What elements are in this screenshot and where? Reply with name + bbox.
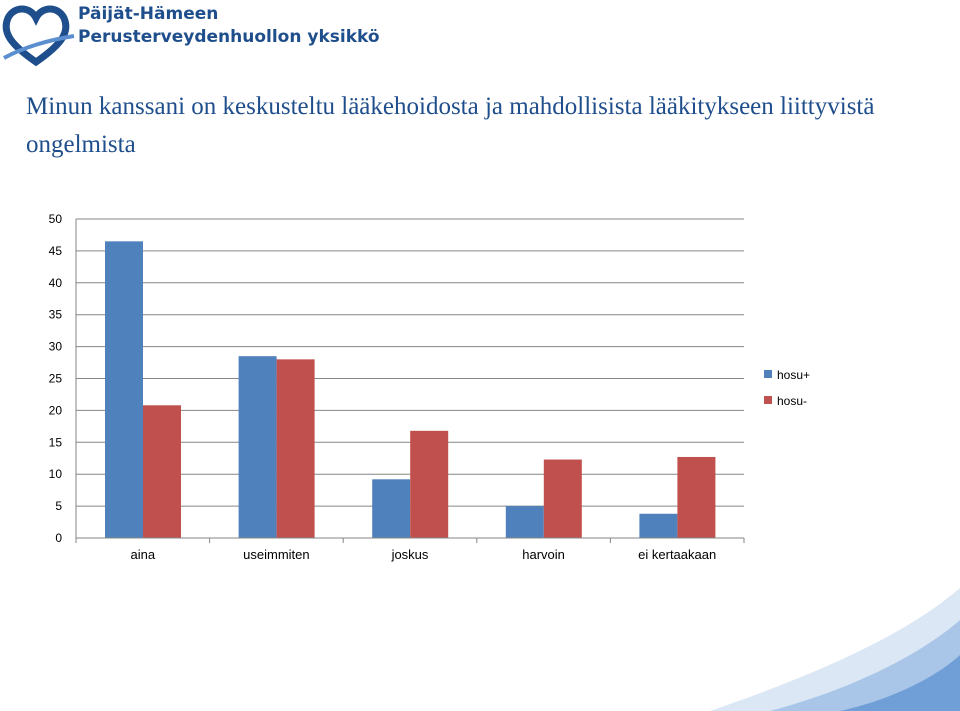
legend: hosu+ hosu- [764,368,810,408]
y-tick-label: 25 [49,372,63,386]
x-axis-category-labels: aina useimmiten joskus harvoin ei kertaakaan [131,547,717,562]
y-tick-label: 5 [55,499,62,513]
organization-name-line2: Perusterveydenhuollon yksikkö [78,27,380,47]
x-category-label: joskus [391,547,429,562]
legend-label: hosu+ [777,368,810,382]
y-tick-label: 20 [49,403,63,417]
x-category-label: aina [131,547,156,562]
y-tick-label: 0 [55,531,62,545]
page-title: Minun kanssani on keskusteltu lääkehoido… [26,93,875,158]
y-tick-label: 30 [49,340,63,354]
bar-hosu--aina [143,405,181,538]
heart-logo-icon [2,5,75,67]
legend-label: hosu- [777,394,807,408]
x-category-label: harvoin [522,547,565,562]
bar-hosu+-joskus [372,479,411,538]
organization-name-line1: Päijät-Hämeen [78,4,219,24]
y-tick-label: 15 [49,435,63,449]
x-category-label: useimmiten [243,547,309,562]
y-axis-tick-labels: 0 5 10 15 20 25 30 35 40 45 50 [49,212,63,545]
bar-hosu--useimmiten [276,359,315,538]
bars [105,241,716,538]
y-tick-label: 45 [49,244,63,258]
y-tick-label: 35 [49,308,63,322]
bar-hosu--harvoin [543,459,582,538]
bar-hosu+-aina [105,241,143,538]
bar-hosu+-ei-kertaakaan [639,513,678,538]
y-tick-label: 40 [49,276,63,290]
bar-hosu--ei-kertaakaan [677,456,716,538]
x-axis [75,537,745,543]
organization-logo [2,5,75,67]
bar-hosu+-useimmiten [238,356,277,538]
x-category-label: ei kertaakaan [638,547,716,562]
corner-decoration [710,588,960,711]
bar-hosu+-harvoin [505,506,544,538]
bar-hosu--joskus [410,430,449,538]
legend-swatch [764,396,772,404]
y-tick-label: 10 [49,467,63,481]
legend-swatch [764,370,772,378]
y-tick-label: 50 [49,212,63,226]
